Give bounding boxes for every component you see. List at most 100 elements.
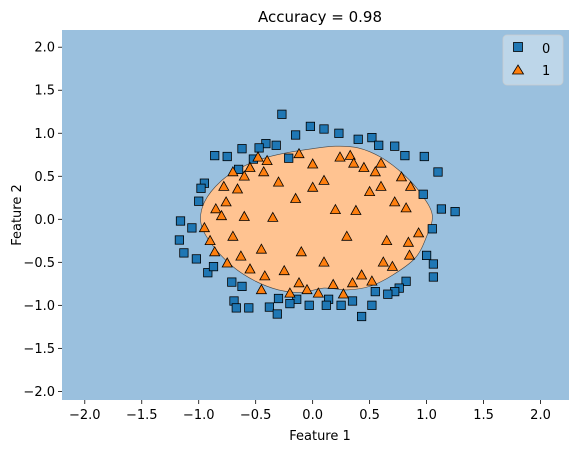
- data-point-class-1: [327, 278, 339, 289]
- y-tick-label: 2.0: [34, 41, 55, 56]
- data-point-class-1: [386, 260, 399, 271]
- data-point-class-0: [428, 259, 439, 269]
- data-point-class-0: [210, 150, 220, 161]
- data-point-class-1: [358, 161, 370, 172]
- data-point-class-0: [271, 140, 281, 150]
- data-point-class-0: [304, 300, 314, 310]
- data-point-class-1: [220, 196, 232, 207]
- y-axis-label: Feature 2: [10, 184, 25, 246]
- data-point-class-1: [318, 256, 330, 267]
- chart-title: Accuracy = 0.98: [258, 8, 382, 26]
- legend-box: [502, 34, 564, 86]
- data-point-class-0: [237, 281, 247, 292]
- y-tick-label: −1.0: [23, 299, 55, 314]
- data-point-class-1: [334, 151, 346, 162]
- data-point-class-0: [383, 289, 393, 299]
- data-point-class-1: [293, 276, 305, 288]
- data-point-class-1: [238, 210, 250, 221]
- y-tick-label: 1.5: [34, 84, 55, 99]
- x-tick-label: −1.5: [126, 408, 158, 423]
- data-point-class-0: [336, 300, 346, 310]
- x-tick-label: 0.5: [359, 408, 380, 423]
- data-point-class-1: [348, 157, 360, 168]
- data-point-class-0: [254, 143, 264, 153]
- data-point-class-1: [198, 221, 211, 233]
- data-point-class-1: [267, 211, 279, 222]
- legend: 0 1: [502, 34, 564, 86]
- data-point-class-1: [289, 192, 302, 203]
- data-point-class-0: [284, 153, 294, 163]
- y-tick-label: −1.5: [23, 342, 55, 357]
- data-point-class-1: [375, 180, 387, 191]
- data-point-class-1: [221, 257, 233, 268]
- x-tick-label: 1.0: [416, 408, 437, 423]
- data-point-class-1: [255, 283, 268, 295]
- legend-marker-class-1: [511, 64, 525, 75]
- x-tick-label: −1.0: [183, 408, 215, 423]
- data-point-class-1: [235, 250, 247, 261]
- data-point-class-0: [356, 311, 367, 322]
- data-point-class-0: [222, 151, 232, 162]
- data-point-class-1: [210, 202, 222, 214]
- legend-marker-class-0: [513, 42, 523, 52]
- x-tick-label: 0.0: [302, 408, 323, 423]
- data-point-class-0: [374, 140, 384, 150]
- data-point-class-1: [295, 245, 307, 257]
- data-point-class-1: [258, 165, 270, 177]
- data-point-class-0: [321, 300, 331, 310]
- data-point-class-1: [293, 147, 305, 159]
- data-point-class-1: [209, 245, 221, 257]
- data-point-class-0: [419, 151, 429, 162]
- data-point-class-0: [175, 216, 186, 226]
- data-point-class-1: [381, 234, 393, 246]
- data-point-class-1: [278, 264, 290, 276]
- data-point-class-1: [231, 183, 244, 194]
- data-point-class-0: [194, 196, 204, 206]
- data-point-class-1: [272, 176, 285, 187]
- plot-area: [62, 30, 569, 400]
- data-point-class-1: [329, 203, 342, 215]
- data-point-class-0: [305, 121, 316, 131]
- class-1-region: [200, 145, 433, 293]
- data-point-class-1: [400, 202, 412, 213]
- data-point-class-0: [272, 309, 282, 319]
- y-tick-label: −0.5: [23, 256, 55, 271]
- data-point-class-1: [355, 269, 368, 280]
- data-point-class-1: [377, 256, 389, 267]
- y-tick-label: 1.0: [34, 127, 55, 142]
- data-point-class-0: [319, 124, 329, 134]
- data-point-class-0: [428, 272, 439, 282]
- data-point-class-1: [403, 249, 416, 260]
- data-point-class-1: [344, 149, 356, 160]
- data-point-class-1: [389, 196, 401, 207]
- y-tick-label: −2.0: [23, 385, 55, 400]
- data-point-class-0: [285, 298, 295, 309]
- y-tick-label: 0.0: [34, 213, 55, 228]
- data-point-class-0: [421, 250, 432, 260]
- y-tick-label: 0.5: [34, 170, 55, 185]
- data-point-class-0: [264, 302, 275, 312]
- x-tick-label: −0.5: [240, 408, 272, 423]
- data-point-class-0: [273, 293, 284, 304]
- data-point-class-1: [312, 287, 324, 298]
- data-point-class-0: [203, 268, 213, 278]
- points-layer: [174, 109, 460, 322]
- data-point-class-0: [290, 130, 301, 140]
- data-point-class-1: [255, 243, 268, 254]
- legend-label-class-0: 0: [542, 42, 550, 57]
- data-point-class-1: [227, 230, 239, 241]
- data-point-class-1: [369, 165, 381, 177]
- data-point-class-1: [404, 180, 417, 191]
- data-point-class-1: [395, 171, 408, 182]
- data-point-class-0: [400, 150, 410, 161]
- data-point-class-1: [244, 161, 256, 172]
- data-point-class-0: [227, 277, 237, 287]
- data-point-class-1: [402, 236, 415, 247]
- x-tick-label: 1.5: [473, 408, 494, 423]
- data-point-class-1: [218, 180, 230, 191]
- data-point-class-1: [244, 263, 256, 274]
- data-point-class-1: [337, 288, 350, 299]
- data-point-class-1: [204, 234, 216, 246]
- data-point-class-0: [231, 303, 241, 313]
